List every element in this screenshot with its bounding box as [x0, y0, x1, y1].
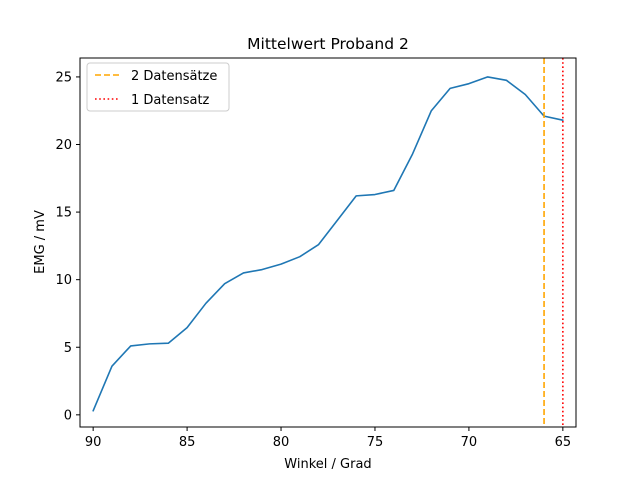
legend-label-2-datensaetze: 2 Datensätze [131, 69, 217, 84]
y-axis: 0 5 10 15 20 25 [55, 70, 80, 423]
y-tick-label: 0 [64, 408, 72, 423]
y-tick-label: 25 [55, 70, 72, 85]
x-tick-label: 80 [273, 435, 290, 450]
y-tick-label: 5 [64, 341, 72, 356]
legend-box [86, 62, 230, 112]
plot-area [92, 58, 564, 427]
legend: 2 Datensätze 1 Datensatz [86, 62, 230, 112]
x-axis: 90 85 80 75 70 65 [85, 427, 571, 450]
y-axis-label: EMG / mV [33, 210, 48, 274]
legend-label-1-datensatz: 1 Datensatz [131, 93, 210, 108]
y-tick-label: 10 [55, 273, 72, 288]
y-tick-label: 20 [55, 138, 72, 153]
series-line-0 [92, 76, 564, 412]
x-tick-label: 90 [85, 435, 102, 450]
chart-title: Mittelwert Proband 2 [247, 35, 409, 53]
x-tick-label: 70 [461, 435, 478, 450]
y-tick-label: 15 [55, 206, 72, 221]
x-tick-label: 65 [555, 435, 572, 450]
x-axis-label: Winkel / Grad [284, 457, 371, 472]
x-tick-label: 85 [179, 435, 196, 450]
x-tick-label: 75 [367, 435, 384, 450]
axes-frame [79, 57, 577, 428]
